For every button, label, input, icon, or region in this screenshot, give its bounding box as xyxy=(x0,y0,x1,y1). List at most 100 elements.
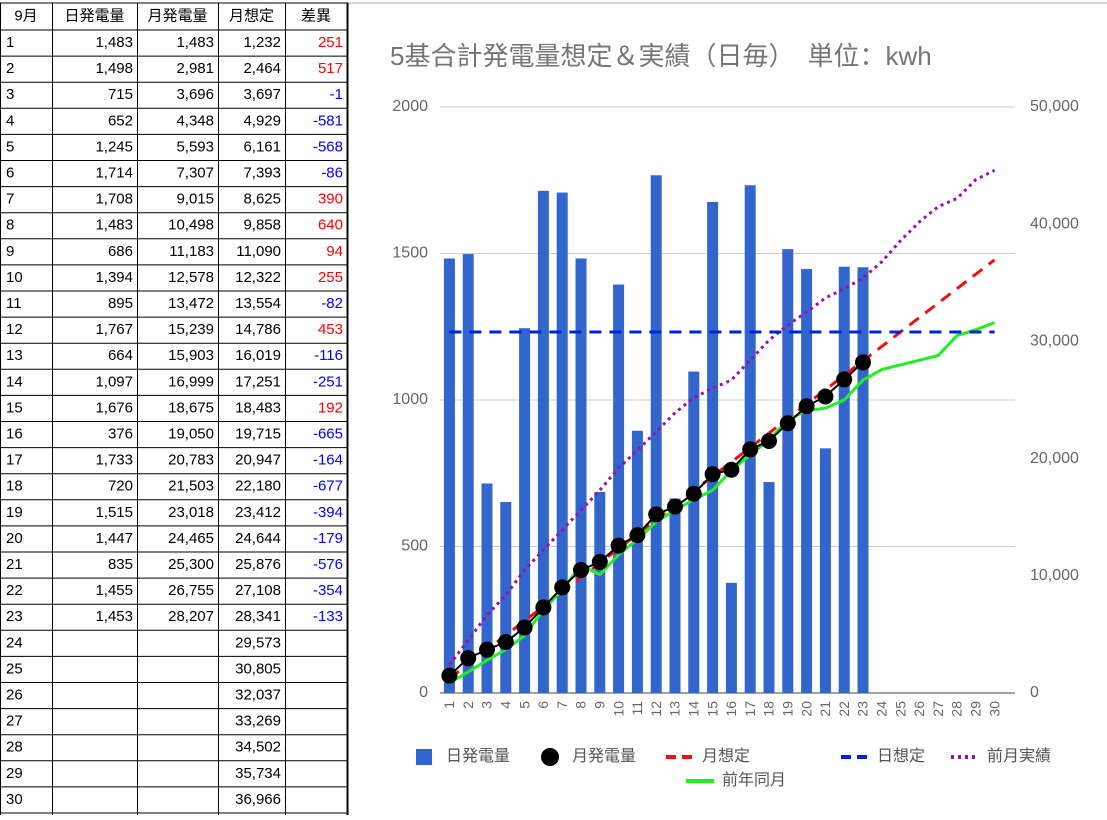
bar xyxy=(857,267,869,693)
table-cell: 15,903 xyxy=(168,347,214,364)
table-cell: 16,999 xyxy=(168,373,214,390)
legend-label: 月発電量 xyxy=(572,747,636,765)
y2-tick-label: 30,000 xyxy=(1030,333,1079,350)
table-cell: 32,037 xyxy=(235,687,281,704)
legend-label: 日想定 xyxy=(877,747,925,765)
table-cell: 453 xyxy=(318,321,343,338)
bar xyxy=(537,190,549,693)
x-tick-label: 22 xyxy=(836,701,852,717)
table-cell: 1,767 xyxy=(95,321,133,338)
point xyxy=(554,579,571,596)
y-tick-label: 1000 xyxy=(392,391,428,408)
table-cell: 192 xyxy=(318,399,343,416)
bar xyxy=(669,498,681,693)
chart-title: 5基合計発電量想定＆実績（日毎） 単位：kwh xyxy=(390,41,932,71)
table-cell: 22,180 xyxy=(235,478,281,495)
table-cell: 21 xyxy=(6,556,23,573)
table-cell: 664 xyxy=(108,347,133,364)
table-cell: 26,755 xyxy=(168,582,214,599)
y2-tick-label: 10,000 xyxy=(1030,567,1079,584)
series-line xyxy=(448,258,996,680)
table-cell: 25,876 xyxy=(235,556,281,573)
bar xyxy=(707,201,719,693)
table-cell: 7,307 xyxy=(176,165,214,182)
y-tick-label: 0 xyxy=(419,684,428,701)
table-cell: 35,734 xyxy=(235,765,281,782)
x-tick-label: 24 xyxy=(874,701,890,717)
table-cell: -86 xyxy=(321,165,343,182)
table-header: 月想定 xyxy=(229,7,274,24)
x-tick-label: 27 xyxy=(930,701,946,717)
x-tick-label: 12 xyxy=(648,701,664,717)
table-cell: 20 xyxy=(6,530,23,547)
table-cell: 1,455 xyxy=(95,582,133,599)
table-cell: 14 xyxy=(6,373,23,390)
x-tick-label: 9 xyxy=(592,701,608,709)
table-cell: 21,503 xyxy=(168,478,214,495)
table-cell: 11 xyxy=(6,295,22,312)
x-tick-label: 16 xyxy=(723,701,739,717)
bar xyxy=(631,430,643,693)
point xyxy=(629,527,646,544)
point xyxy=(798,398,815,415)
table-cell: -82 xyxy=(321,295,343,312)
y2-tick-label: 20,000 xyxy=(1030,450,1079,467)
table-cell: 9 xyxy=(6,243,14,260)
table-cell: 10 xyxy=(6,269,23,286)
point xyxy=(667,498,683,515)
point xyxy=(573,561,589,578)
table-cell: 20,947 xyxy=(235,452,281,469)
table-cell: 25,300 xyxy=(168,556,214,573)
bar xyxy=(500,501,512,693)
table-cell: -354 xyxy=(313,582,343,599)
table-cell: 8 xyxy=(6,217,14,234)
table-cell: 26 xyxy=(6,687,23,704)
point xyxy=(704,466,721,483)
table-cell: 5 xyxy=(6,138,14,155)
table-cell: 12 xyxy=(6,321,23,338)
legend-swatch xyxy=(541,748,559,766)
table-cell: 17,251 xyxy=(235,373,281,390)
x-tick-label: 10 xyxy=(610,701,626,717)
table-cell: 25 xyxy=(6,660,23,677)
legend-label: 月想定 xyxy=(702,747,750,765)
point xyxy=(817,388,834,405)
table-cell: 9,858 xyxy=(243,217,281,234)
x-tick-label: 5 xyxy=(516,701,532,709)
x-tick-label: 21 xyxy=(817,701,833,717)
bar xyxy=(725,582,737,693)
legend-label: 前月実績 xyxy=(987,747,1051,765)
bar xyxy=(481,483,493,693)
table-cell: 1,232 xyxy=(243,34,281,51)
series-line xyxy=(448,168,996,666)
table-cell: 12,578 xyxy=(168,269,214,286)
table-cell: 7 xyxy=(6,191,14,208)
table-cell: 22 xyxy=(6,582,23,599)
point xyxy=(779,415,796,432)
table-cell: -179 xyxy=(313,530,343,547)
table-header: 9月 xyxy=(14,7,37,24)
table-cell: 10,498 xyxy=(168,217,214,234)
x-tick-label: 18 xyxy=(761,701,777,717)
table-cell: 18,483 xyxy=(235,399,281,416)
bar xyxy=(575,258,587,693)
point xyxy=(855,354,871,371)
table-cell: 13 xyxy=(6,347,23,364)
table-cell: 1 xyxy=(6,34,14,51)
table-cell: 1,394 xyxy=(95,269,133,286)
table-cell: -576 xyxy=(313,556,343,573)
table-cell: 5,593 xyxy=(176,138,214,155)
table-cell: 6,161 xyxy=(243,138,281,155)
table-cell: 1,245 xyxy=(95,138,133,155)
table-cell: 13,472 xyxy=(168,295,214,312)
bar xyxy=(838,266,850,693)
table-cell: 720 xyxy=(108,478,133,495)
table-cell: 16 xyxy=(6,426,23,443)
table-cell: 1,714 xyxy=(95,165,133,182)
table-cell: 28,341 xyxy=(235,608,281,625)
table-cell: 517 xyxy=(318,60,343,77)
point xyxy=(685,485,702,502)
table-cell: 23,412 xyxy=(235,504,281,521)
